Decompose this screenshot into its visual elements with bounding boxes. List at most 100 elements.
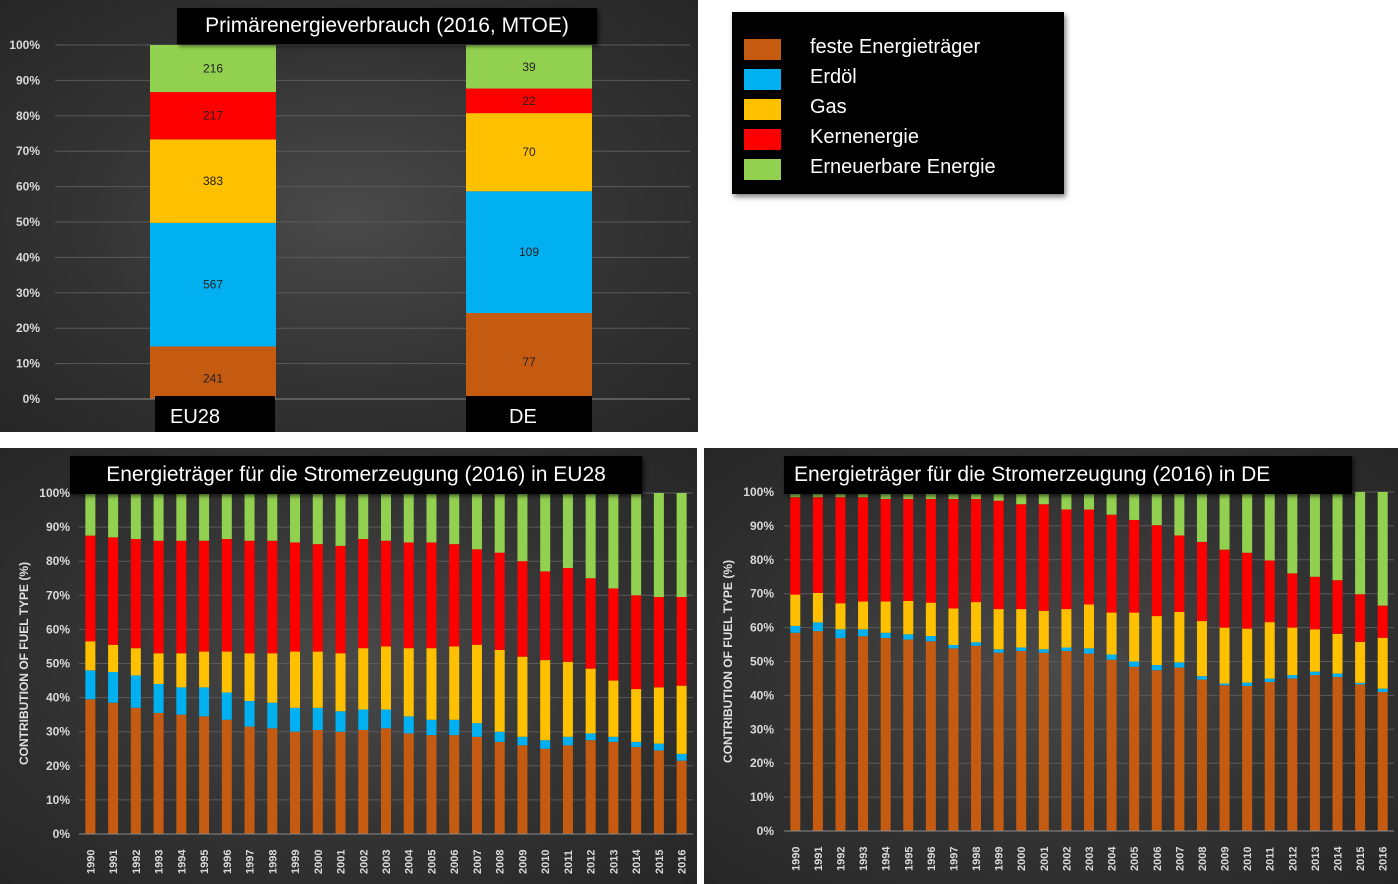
y-tick-label: 70% [46, 588, 70, 602]
bar-segment [199, 716, 210, 834]
x-tick-label: 1995 [199, 850, 211, 874]
bar-segment [676, 760, 687, 834]
bar-segment [466, 45, 592, 89]
bar-segment [108, 644, 119, 673]
bar-segment [585, 740, 596, 834]
bar-segment [676, 685, 687, 754]
bar-segment [1355, 684, 1366, 831]
y-tick-label: 20% [16, 321, 40, 335]
y-tick-label: 10% [16, 357, 40, 371]
x-tick-label: 1997 [948, 847, 960, 871]
x-tick-label: 1990 [85, 850, 97, 874]
bar-segment [449, 735, 460, 834]
bar-segment [653, 597, 664, 688]
bar-segment [290, 651, 301, 708]
bar-segment [1377, 688, 1388, 693]
bar-segment [1151, 492, 1162, 526]
bar-segment [993, 652, 1004, 831]
bar-segment [267, 702, 278, 729]
bar-segment [403, 542, 414, 649]
bar-segment [130, 539, 141, 649]
bar-segment [1309, 492, 1320, 577]
bar-segment [176, 687, 187, 715]
bar-segment [1377, 692, 1388, 831]
x-tick-label: 2010 [540, 850, 552, 874]
x-tick-label: 2006 [1152, 847, 1164, 871]
bar-segment [608, 736, 619, 742]
bar-segment [790, 625, 801, 633]
bar-segment [631, 741, 642, 748]
bar-segment [925, 636, 936, 642]
x-tick-label: 2004 [404, 849, 416, 874]
y-axis-label: CONTRIBUTION OF FUEL TYPE (%) [721, 560, 735, 763]
bar-segment [1174, 611, 1185, 663]
bar-segment [676, 597, 687, 686]
bar-segment [1038, 652, 1049, 831]
bar-segment [449, 493, 460, 545]
bar-segment [1016, 609, 1027, 648]
primary-energy-chart: 0% 10% 20% 30% 40% 50% 60% 70% 80% 90% 100% 241 567 3… [9, 38, 690, 406]
x-tick-label: 1992 [131, 850, 143, 874]
x-tick-label: 2009 [1220, 847, 1232, 871]
bar-segment [267, 493, 278, 541]
bar-segment [835, 629, 846, 639]
bar-segment [1084, 648, 1094, 654]
x-tick-label: 2002 [1061, 847, 1073, 871]
bar-segment [812, 631, 823, 831]
bar-segment [1332, 633, 1343, 674]
bar-segment [1355, 492, 1366, 595]
bar-segment [221, 539, 232, 652]
bar-segment [1309, 576, 1320, 630]
bar-segment [1196, 676, 1207, 680]
bar-segment [1196, 679, 1207, 831]
bar-segment [903, 600, 914, 635]
bar-segment [221, 719, 232, 834]
bar-segment [358, 539, 369, 649]
bar-segment [1174, 662, 1185, 668]
bar-segment [1151, 670, 1162, 831]
bar-segment [540, 748, 551, 834]
bar-segment [449, 719, 460, 736]
data-label: 22 [522, 94, 536, 108]
x-tick-label: 2008 [495, 850, 507, 874]
bar-segment [1151, 616, 1162, 665]
y-tick-label: 40% [16, 250, 40, 264]
bar-segment [1106, 492, 1117, 515]
chart-title: Primärenergieverbrauch (2016, MTOE) [177, 8, 597, 44]
bar-segment [517, 745, 528, 834]
y-tick-label: 70% [16, 144, 40, 158]
bar-segment [403, 493, 414, 543]
bar-segment [1219, 549, 1230, 628]
bar-segment [1287, 678, 1298, 831]
bar-segment [150, 92, 276, 140]
bar-segment [1196, 621, 1207, 677]
x-tick-label: 2015 [1355, 847, 1367, 871]
bar-segment [585, 733, 596, 741]
bar-segment [880, 632, 891, 639]
bar-segment [925, 641, 936, 831]
bar-segment [948, 644, 959, 649]
bar-segment [585, 668, 596, 734]
bar-segment [1061, 647, 1072, 652]
bar-segment [880, 638, 891, 831]
bar-segment [335, 545, 346, 654]
bar-segment [1174, 535, 1185, 612]
bar-segment [358, 729, 369, 834]
bar-segment [1264, 682, 1275, 831]
bar-segment [267, 540, 278, 654]
y-tick-label: 10% [750, 790, 774, 804]
bar-segment [1377, 637, 1388, 689]
bar-segment [312, 707, 323, 730]
data-label: 567 [203, 278, 223, 292]
x-tick-label: 2014 [631, 849, 643, 874]
bar-segment [812, 622, 823, 632]
bar-segment [1264, 560, 1275, 623]
bar-segment [971, 642, 982, 646]
bar-segment [426, 735, 437, 834]
bar-segment [925, 602, 936, 637]
bar-segment [199, 493, 210, 541]
y-tick-label: 90% [46, 520, 70, 534]
bar-segment [540, 493, 551, 572]
x-tick-label: 1998 [971, 847, 983, 871]
bar-segment [1016, 504, 1027, 610]
